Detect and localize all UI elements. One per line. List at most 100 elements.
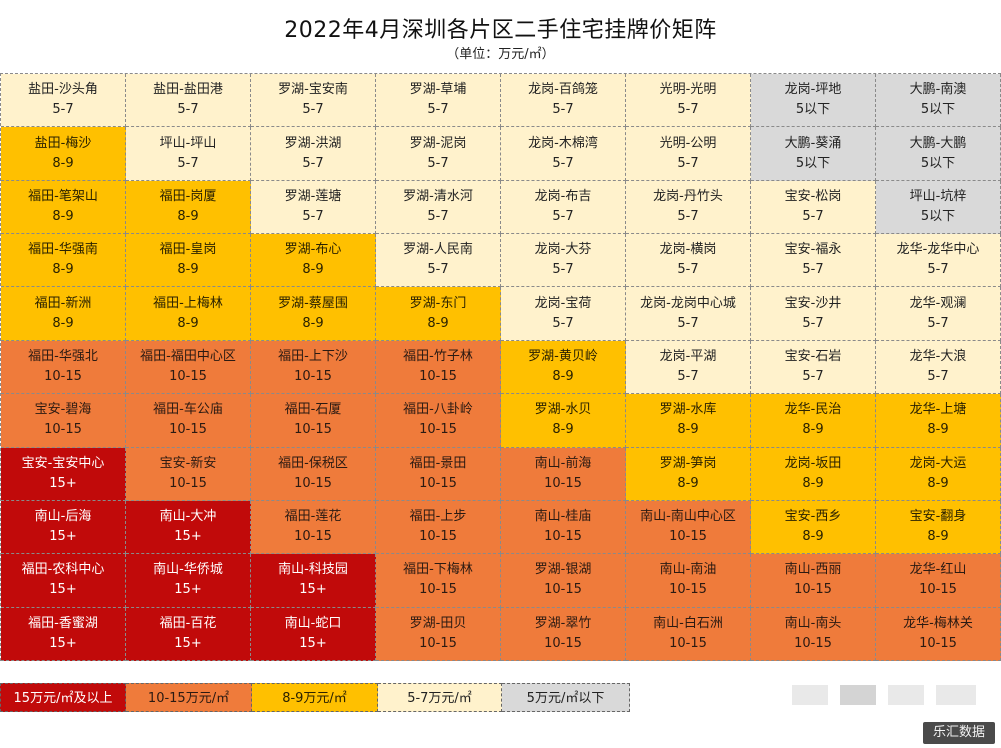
district-name: 福田-香蜜湖 xyxy=(28,615,98,631)
matrix-cell: 南山-南山中心区 10-15 xyxy=(626,500,751,555)
price-range: 8-9 xyxy=(802,422,824,438)
matrix-cell: 罗湖-黄贝岭 8-9 xyxy=(501,340,626,395)
price-range: 5-7 xyxy=(427,102,449,118)
price-range: 8-9 xyxy=(52,155,74,171)
chart-title: 2022年4月深圳各片区二手住宅挂牌价矩阵 xyxy=(284,18,717,43)
matrix-cell: 龙华-大浪 5-7 xyxy=(876,340,1001,395)
matrix-cell: 福田-下梅林 10-15 xyxy=(376,554,501,608)
price-range: 5-7 xyxy=(552,102,574,118)
matrix-cell: 罗湖-田贝 10-15 xyxy=(376,607,501,661)
price-range: 5-7 xyxy=(302,155,324,171)
price-range: 8-9 xyxy=(802,529,824,545)
price-range: 10-15 xyxy=(169,475,207,491)
district-name: 宝安-宝安中心 xyxy=(21,455,105,471)
district-name: 光明-光明 xyxy=(659,82,717,98)
district-name: 福田-新洲 xyxy=(34,295,92,311)
matrix-cell: 福田-石厦 10-15 xyxy=(251,394,376,448)
price-range: 10-15 xyxy=(794,582,832,598)
matrix-cell: 龙岗-坪地 5以下 xyxy=(751,74,876,128)
district-name: 龙岗-横岗 xyxy=(659,242,717,258)
price-range: 5-7 xyxy=(52,102,74,118)
price-range: 10-15 xyxy=(294,368,332,384)
matrix-cell: 龙华-观澜 5-7 xyxy=(876,287,1001,341)
district-name: 罗湖-翠竹 xyxy=(534,615,592,631)
price-range: 5-7 xyxy=(802,208,824,224)
price-range: 8-9 xyxy=(927,422,949,438)
price-range: 5-7 xyxy=(552,208,574,224)
matrix-cell: 龙岗-龙岗中心城 5-7 xyxy=(626,287,751,341)
district-name: 福田-上梅林 xyxy=(153,295,223,311)
district-name: 福田-车公庙 xyxy=(153,402,223,418)
matrix-cell: 罗湖-洪湖 5-7 xyxy=(251,127,376,181)
price-range: 5-7 xyxy=(677,102,699,118)
district-name: 龙华-观澜 xyxy=(909,295,967,311)
district-name: 南山-南头 xyxy=(784,615,842,631)
district-name: 坪山-坑梓 xyxy=(909,188,967,204)
district-name: 南山-蛇口 xyxy=(284,615,342,631)
district-name: 罗湖-银湖 xyxy=(534,562,592,578)
matrix-cell: 福田-福田中心区 10-15 xyxy=(126,340,251,395)
district-name: 福田-皇岗 xyxy=(159,242,217,258)
price-range: 5-7 xyxy=(802,368,824,384)
matrix-cell: 龙华-龙华中心 5-7 xyxy=(876,234,1001,288)
price-range: 8-9 xyxy=(677,475,699,491)
matrix-cell: 福田-车公庙 10-15 xyxy=(126,394,251,448)
price-range: 10-15 xyxy=(419,635,457,651)
legend-item: 5万元/㎡以下 xyxy=(502,683,630,712)
district-name: 罗湖-人民南 xyxy=(403,242,473,258)
district-name: 福田-上步 xyxy=(409,509,467,525)
price-range: 8-9 xyxy=(52,315,74,331)
price-range: 8-9 xyxy=(427,315,449,331)
district-name: 南山-华侨城 xyxy=(153,562,223,578)
price-range: 10-15 xyxy=(169,368,207,384)
price-range: 15+ xyxy=(49,475,77,491)
price-range: 10-15 xyxy=(419,422,457,438)
price-range: 5-7 xyxy=(677,155,699,171)
district-name: 龙华-龙华中心 xyxy=(896,242,980,258)
price-range: 10-15 xyxy=(419,529,457,545)
matrix-cell: 南山-南油 10-15 xyxy=(626,554,751,608)
district-name: 龙岗-木棉湾 xyxy=(528,135,598,151)
matrix-cell: 宝安-松岗 5-7 xyxy=(751,180,876,235)
district-name: 南山-白石洲 xyxy=(653,615,723,631)
district-name: 罗湖-田贝 xyxy=(409,615,467,631)
matrix-cell: 罗湖-宝安南 5-7 xyxy=(251,74,376,128)
price-range: 5-7 xyxy=(552,155,574,171)
district-name: 福田-下梅林 xyxy=(403,562,473,578)
district-name: 宝安-碧海 xyxy=(34,402,92,418)
price-range: 15+ xyxy=(299,582,327,598)
price-range: 15+ xyxy=(49,635,77,651)
price-range: 10-15 xyxy=(544,475,582,491)
matrix-cell: 罗湖-翠竹 10-15 xyxy=(501,607,626,661)
price-range: 5-7 xyxy=(177,102,199,118)
matrix-cell: 福田-八卦岭 10-15 xyxy=(376,394,501,448)
matrix-cell: 龙岗-丹竹头 5-7 xyxy=(626,180,751,235)
price-range: 5-7 xyxy=(552,315,574,331)
price-range: 10-15 xyxy=(919,582,957,598)
price-range: 10-15 xyxy=(44,422,82,438)
district-name: 龙岗-坂田 xyxy=(784,455,842,471)
matrix-cell: 福田-新洲 8-9 xyxy=(1,287,126,341)
price-range: 10-15 xyxy=(544,635,582,651)
district-name: 龙岗-坪地 xyxy=(784,82,842,98)
matrix-cell: 南山-南头 10-15 xyxy=(751,607,876,661)
price-range: 5-7 xyxy=(677,368,699,384)
district-name: 龙岗-布吉 xyxy=(534,188,592,204)
district-name: 福田-笔架山 xyxy=(28,188,98,204)
price-range: 5以下 xyxy=(795,102,831,118)
district-name: 福田-华强北 xyxy=(28,348,98,364)
matrix-cell: 福田-岗厦 8-9 xyxy=(126,180,251,235)
matrix-cell: 宝安-新安 10-15 xyxy=(126,447,251,501)
price-range: 5以下 xyxy=(795,155,831,171)
district-name: 福田-福田中心区 xyxy=(140,348,236,364)
district-name: 龙岗-龙岗中心城 xyxy=(640,295,736,311)
matrix-cell: 福田-上梅林 8-9 xyxy=(126,287,251,341)
price-range: 8-9 xyxy=(802,475,824,491)
district-name: 福田-石厦 xyxy=(284,402,342,418)
price-range: 10-15 xyxy=(419,475,457,491)
matrix-cell: 罗湖-莲塘 5-7 xyxy=(251,180,376,235)
price-range: 8-9 xyxy=(302,315,324,331)
price-range: 10-15 xyxy=(419,368,457,384)
price-range: 8-9 xyxy=(927,475,949,491)
matrix-cell: 坪山-坑梓 5以下 xyxy=(876,180,1001,235)
